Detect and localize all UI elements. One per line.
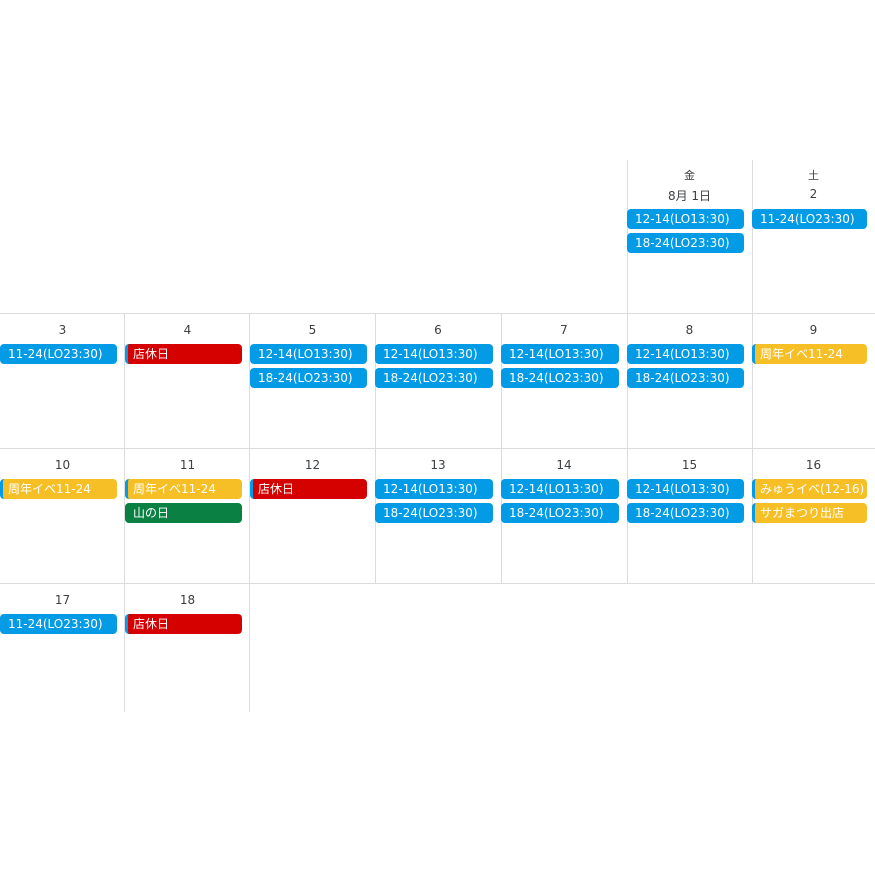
day-cell-16[interactable]: 16 みゅうイベ(12-16) サガまつり出店 — [752, 448, 875, 583]
event-chip[interactable]: 18-24(LO23:30) — [375, 503, 493, 523]
day-number[interactable]: 16 — [805, 458, 822, 472]
event-chip[interactable]: 12-14(LO13:30) — [375, 479, 493, 499]
day-cell-2[interactable]: 土 2 11-24(LO23:30) — [752, 160, 875, 313]
event-chip[interactable]: 18-24(LO23:30) — [501, 503, 619, 523]
event-chip[interactable]: 12-14(LO13:30) — [627, 209, 744, 229]
event-chip[interactable]: 店休日 — [125, 614, 242, 634]
day-cell-8[interactable]: 8 12-14(LO13:30) 18-24(LO23:30) — [627, 313, 752, 448]
day-number[interactable]: 4 — [183, 323, 192, 337]
day-cell-4[interactable]: 4 店休日 — [125, 313, 250, 448]
day-number[interactable]: 13 — [430, 458, 446, 472]
grid-hline — [0, 583, 875, 584]
day-number[interactable]: 6 — [434, 323, 442, 337]
day-number[interactable]: 12 — [304, 458, 321, 472]
day-cell-17[interactable]: 17 11-24(LO23:30) — [0, 583, 125, 712]
event-chip[interactable]: 12-14(LO13:30) — [501, 479, 619, 499]
day-number[interactable]: 17 — [54, 593, 71, 607]
weekday-label: 金 — [684, 169, 695, 182]
event-chip[interactable]: 11-24(LO23:30) — [752, 209, 867, 229]
day-cell-12[interactable]: 12 店休日 — [250, 448, 375, 583]
day-cell-9[interactable]: 9 周年イベ11-24 — [752, 313, 875, 448]
grid-vline — [752, 160, 753, 313]
day-number[interactable]: 2 — [809, 187, 818, 201]
event-chip[interactable]: サガまつり出店 — [752, 503, 867, 523]
event-chip[interactable]: 周年イベ11-24 — [125, 479, 242, 499]
event-chip[interactable]: 18-24(LO23:30) — [627, 503, 744, 523]
event-chip[interactable]: 18-24(LO23:30) — [627, 368, 744, 388]
day-cell-13[interactable]: 13 12-14(LO13:30) 18-24(LO23:30) — [375, 448, 501, 583]
day-cell-14[interactable]: 14 12-14(LO13:30) 18-24(LO23:30) — [501, 448, 627, 583]
event-chip[interactable]: 18-24(LO23:30) — [250, 368, 367, 388]
day-number[interactable]: 8月 1日 — [667, 189, 712, 203]
day-cell-18[interactable]: 18 店休日 — [125, 583, 250, 712]
event-chip[interactable]: 店休日 — [250, 479, 367, 499]
event-chip[interactable]: 12-14(LO13:30) — [250, 344, 367, 364]
day-number[interactable]: 10 — [54, 458, 71, 472]
day-cell-3[interactable]: 3 11-24(LO23:30) — [0, 313, 125, 448]
day-number[interactable]: 3 — [58, 323, 67, 337]
event-chip[interactable]: 12-14(LO13:30) — [501, 344, 619, 364]
day-number[interactable]: 7 — [560, 323, 568, 337]
event-chip[interactable]: 12-14(LO13:30) — [627, 344, 744, 364]
event-chip[interactable]: 11-24(LO23:30) — [0, 344, 117, 364]
event-chip[interactable]: 11-24(LO23:30) — [0, 614, 117, 634]
day-number[interactable]: 9 — [809, 323, 818, 337]
event-chip[interactable]: 店休日 — [125, 344, 242, 364]
day-cell-1[interactable]: 金 8月 1日 12-14(LO13:30) 18-24(LO23:30) — [627, 160, 752, 313]
event-chip[interactable]: 周年イベ11-24 — [0, 479, 117, 499]
grid-vline — [124, 583, 125, 712]
day-number[interactable]: 14 — [556, 458, 572, 472]
event-chip[interactable]: 12-14(LO13:30) — [627, 479, 744, 499]
grid-hline — [0, 313, 875, 314]
event-chip[interactable]: みゅうイベ(12-16) — [752, 479, 867, 499]
event-chip[interactable]: 12-14(LO13:30) — [375, 344, 493, 364]
day-cell-10[interactable]: 10 周年イベ11-24 — [0, 448, 125, 583]
day-number[interactable]: 8 — [685, 323, 694, 337]
grid-hline — [0, 448, 875, 449]
day-number[interactable]: 15 — [681, 458, 698, 472]
day-cell-5[interactable]: 5 12-14(LO13:30) 18-24(LO23:30) — [250, 313, 375, 448]
day-cell-15[interactable]: 15 12-14(LO13:30) 18-24(LO23:30) — [627, 448, 752, 583]
weekday-label: 土 — [808, 169, 819, 182]
day-number[interactable]: 5 — [308, 323, 317, 337]
event-chip[interactable]: 山の日 — [125, 503, 242, 523]
grid-vline — [249, 583, 250, 712]
day-cell-6[interactable]: 6 12-14(LO13:30) 18-24(LO23:30) — [375, 313, 501, 448]
event-chip[interactable]: 18-24(LO23:30) — [375, 368, 493, 388]
day-cell-7[interactable]: 7 12-14(LO13:30) 18-24(LO23:30) — [501, 313, 627, 448]
event-chip[interactable]: 18-24(LO23:30) — [627, 233, 744, 253]
day-number[interactable]: 11 — [179, 458, 196, 472]
event-chip[interactable]: 18-24(LO23:30) — [501, 368, 619, 388]
event-chip[interactable]: 周年イベ11-24 — [752, 344, 867, 364]
day-number[interactable]: 18 — [179, 593, 196, 607]
day-cell-11[interactable]: 11 周年イベ11-24 山の日 — [125, 448, 250, 583]
